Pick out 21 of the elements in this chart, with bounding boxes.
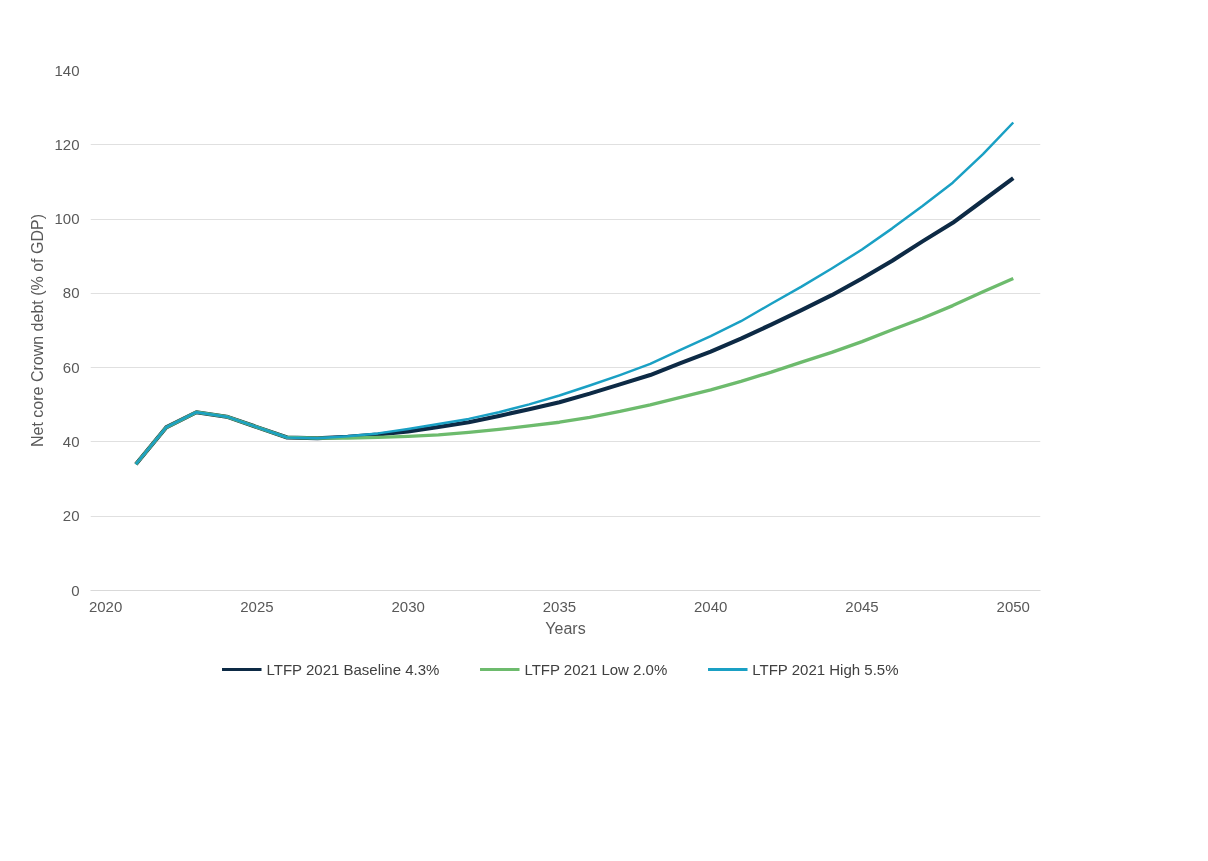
- y-tick-label: 0: [71, 581, 80, 599]
- y-tick-label: 100: [54, 210, 80, 228]
- y-tick-label: 40: [62, 432, 80, 450]
- y-tick-label: 60: [62, 358, 80, 376]
- legend-label: LTFP 2021 Baseline 4.3%: [266, 660, 440, 678]
- y-tick-label: 80: [62, 284, 80, 302]
- x-tick-label: 2025: [240, 597, 274, 615]
- x-tick-label: 2030: [391, 597, 425, 615]
- y-tick-label: 20: [62, 507, 80, 525]
- x-tick-label: 2045: [845, 597, 879, 615]
- y-tick-label: 120: [54, 135, 80, 153]
- x-tick-label: 2050: [996, 597, 1030, 615]
- legend-label: LTFP 2021 Low 2.0%: [524, 660, 668, 678]
- legend-label: LTFP 2021 High 5.5%: [752, 660, 899, 678]
- x-tick-label: 2020: [88, 597, 123, 615]
- y-axis-title: Net core Crown debt (% of GDP): [29, 214, 47, 447]
- x-tick-label: 2035: [542, 597, 577, 615]
- x-axis-title: Years: [545, 619, 586, 637]
- x-tick-label: 2040: [694, 597, 728, 615]
- line-series: [134, 121, 1015, 466]
- y-tick-label: 140: [54, 61, 80, 79]
